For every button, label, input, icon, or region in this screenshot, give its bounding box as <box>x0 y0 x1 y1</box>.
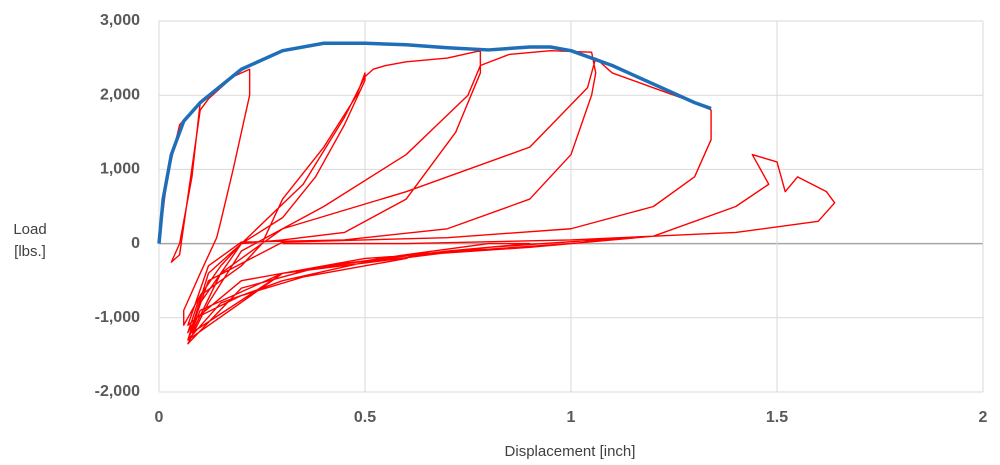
y-tick-label: 3,000 <box>100 12 140 29</box>
x-axis-label: Displacement [inch] <box>505 443 636 460</box>
data-line <box>158 49 836 345</box>
x-tick-label: 1 <box>567 409 576 426</box>
y-tick-label: -2,000 <box>95 383 140 400</box>
x-tick-label: 0 <box>155 409 164 426</box>
y-tick-label: 2,000 <box>100 86 140 103</box>
y-tick-label: 1,000 <box>100 161 140 178</box>
y-tick-label: -1,000 <box>95 309 140 326</box>
x-tick-label: 1.5 <box>766 409 788 426</box>
x-tick-label: 0.5 <box>354 409 376 426</box>
x-tick-label: 2 <box>979 409 988 426</box>
y-tick-label: 0 <box>131 235 140 252</box>
y-axis-label: [lbs.] <box>14 243 46 260</box>
data-line <box>157 41 712 244</box>
y-axis-label: Load <box>13 221 46 238</box>
